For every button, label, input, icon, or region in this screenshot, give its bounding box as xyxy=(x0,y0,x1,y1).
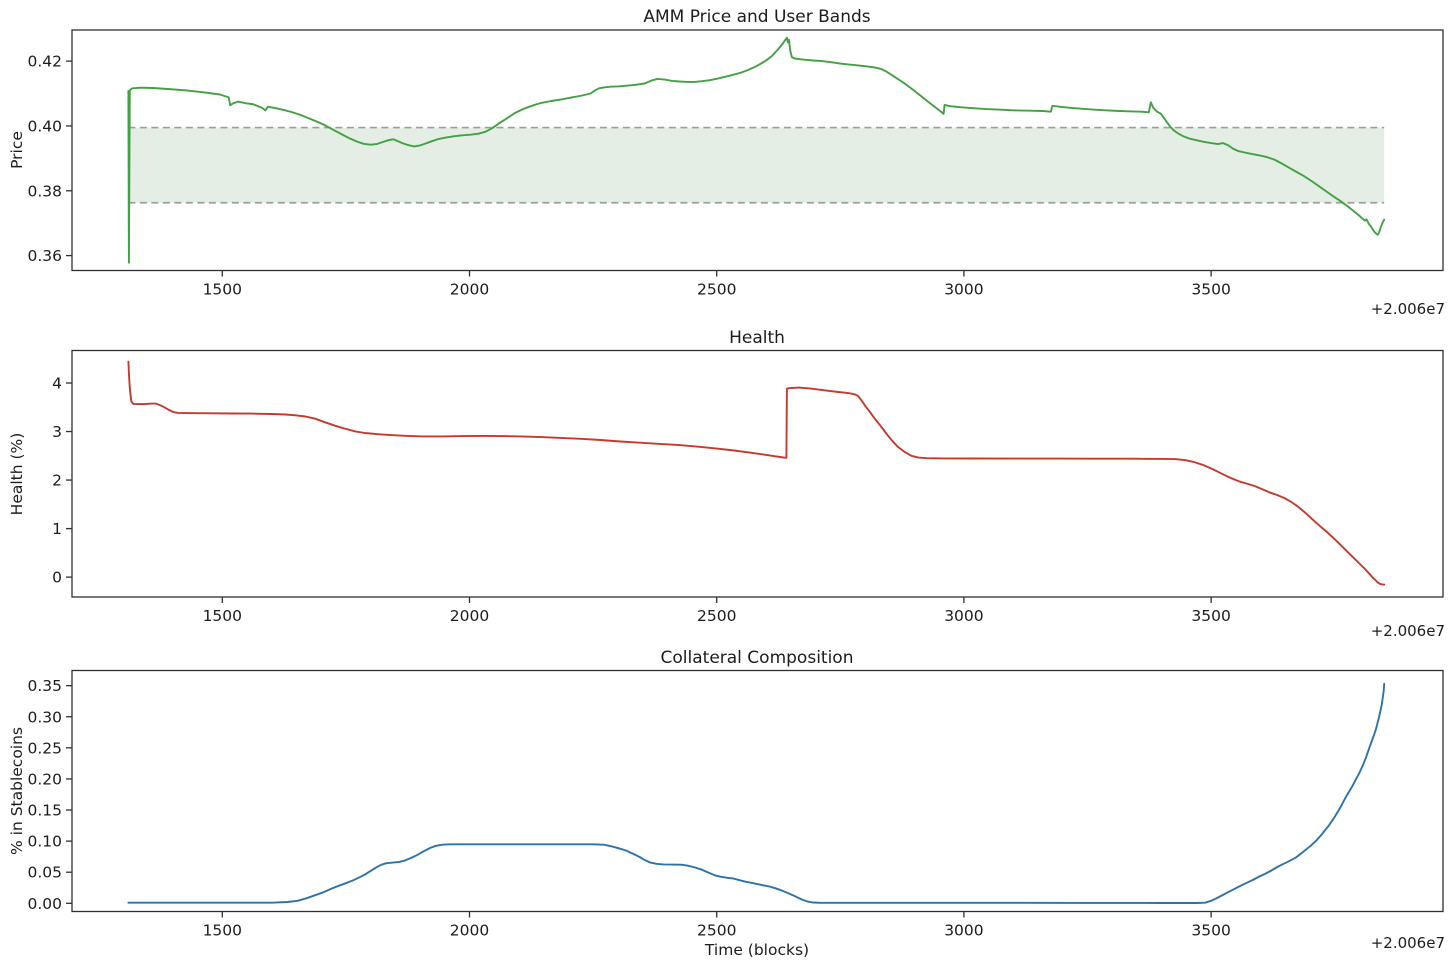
y-tick-label: 0.35 xyxy=(27,677,62,695)
x-tick-label: 2000 xyxy=(450,607,489,625)
pct-stablecoins-line xyxy=(127,682,1386,904)
x-axis-offset-label-collateral: +2.006e7 xyxy=(1370,934,1445,952)
y-tick-label: 0.40 xyxy=(27,117,62,135)
axes-spines-collateral-composition xyxy=(71,669,1444,913)
y-tick-label: 2 xyxy=(52,472,62,490)
chart-title-amm-price: AMM Price and User Bands xyxy=(643,7,871,27)
x-tick-label: 1500 xyxy=(203,922,242,940)
health-line xyxy=(127,360,1386,586)
x-tick-label: 3500 xyxy=(1191,922,1230,940)
chart-title-collateral-composition: Collateral Composition xyxy=(660,648,854,668)
user-bands-fill xyxy=(128,127,1385,203)
x-tick-label: 2000 xyxy=(450,922,489,940)
x-tick-label: 3000 xyxy=(944,281,983,299)
amm-price-line xyxy=(127,36,1386,264)
y-tick-label: 0.20 xyxy=(27,770,62,788)
y-axis-label-price: Price xyxy=(8,131,26,169)
y-tick-label: 4 xyxy=(52,375,62,393)
x-tick-label: 3000 xyxy=(944,922,983,940)
y-tick-label: 0.38 xyxy=(27,182,62,200)
x-tick-label: 3500 xyxy=(1191,607,1230,625)
x-tick-label: 2500 xyxy=(697,281,736,299)
x-tick-label: 2000 xyxy=(450,281,489,299)
y-tick-label: 0.30 xyxy=(27,708,62,726)
axes-spines-health xyxy=(71,349,1444,598)
x-axis-offset-label-health: +2.006e7 xyxy=(1370,622,1445,640)
x-tick-label: 3500 xyxy=(1191,281,1230,299)
x-axis-label-time-blocks: Time (blocks) xyxy=(704,941,810,959)
y-tick-label: 0.10 xyxy=(27,833,62,851)
chart-title-health: Health xyxy=(729,328,785,348)
y-tick-label: 1 xyxy=(52,520,62,538)
y-tick-label: 0.25 xyxy=(27,739,62,757)
x-axis-offset-label-amm-price: +2.006e7 xyxy=(1370,300,1445,318)
y-tick-label: 0.42 xyxy=(27,53,62,71)
x-tick-label: 2500 xyxy=(697,922,736,940)
y-axis-label-health: Health (%) xyxy=(8,432,26,516)
y-tick-label: 0 xyxy=(52,569,62,587)
y-tick-label: 0.00 xyxy=(27,895,62,913)
y-tick-label: 3 xyxy=(52,423,62,441)
y-tick-label: 0.05 xyxy=(27,864,62,882)
y-tick-label: 0.36 xyxy=(27,247,62,265)
x-tick-label: 1500 xyxy=(203,607,242,625)
axes-spines-amm-price xyxy=(71,29,1444,272)
x-tick-label: 2500 xyxy=(697,607,736,625)
y-tick-label: 0.15 xyxy=(27,802,62,820)
x-tick-label: 1500 xyxy=(203,281,242,299)
x-tick-label: 3000 xyxy=(944,607,983,625)
y-axis-label-stablecoins: % in Stablecoins xyxy=(8,726,26,856)
